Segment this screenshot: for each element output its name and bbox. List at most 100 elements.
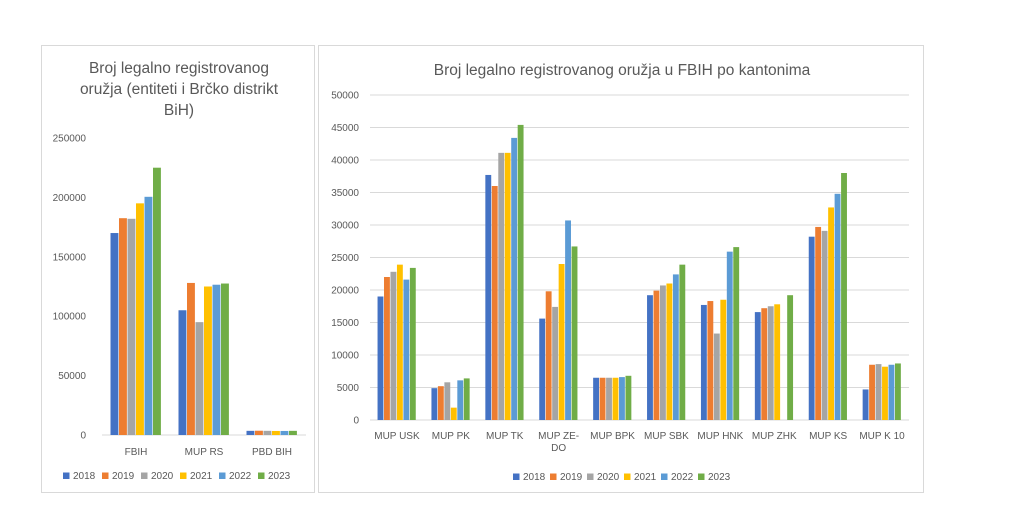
- x-category-label: MUP USK: [374, 431, 420, 442]
- legend-label: 2018: [523, 472, 546, 483]
- bar-mup-bpk-2022: [619, 377, 625, 420]
- bar-pbd-bih-2020: [263, 430, 272, 435]
- legend-swatch: [63, 472, 70, 479]
- bar-mup-zhk-2020: [767, 306, 774, 420]
- bar-fbih-2018: [110, 233, 119, 435]
- right-chart-title: Broj legalno registrovanog oružja u FBIH…: [433, 62, 811, 79]
- bar-pbd-bih-2022: [280, 430, 289, 435]
- bar-mup-tk-2018: [485, 174, 492, 420]
- legend-swatch: [513, 473, 520, 480]
- legend-label: 2022: [229, 471, 252, 482]
- bar-mup-rs-2020: [195, 322, 204, 435]
- y-tick-label: 100000: [53, 312, 87, 323]
- bar-fbih-2022: [144, 196, 153, 435]
- legend-label: 2020: [597, 472, 620, 483]
- bar-mup-ks-2021: [828, 207, 835, 420]
- bar-mup-k-10-2020: [875, 364, 882, 420]
- legend-item-2019: 2019: [550, 472, 583, 483]
- x-category-label: MUP KS: [809, 431, 847, 442]
- bar-mup-hnk-2021: [720, 299, 727, 420]
- x-category-label: MUP SBK: [644, 431, 689, 442]
- y-tick-label: 45000: [331, 123, 359, 134]
- legend-item-2018: 2018: [513, 472, 546, 483]
- bar-mup-ze-do-2018: [539, 318, 546, 420]
- bar-mup-zhk-2019: [761, 308, 768, 420]
- y-tick-label: 250000: [53, 134, 87, 145]
- bar-mup-tk-2019: [491, 186, 498, 420]
- bar-mup-zhk-2023: [787, 295, 794, 420]
- bar-mup-pk-2023: [463, 378, 470, 420]
- bar-fbih-2020: [127, 218, 136, 435]
- bar-pbd-bih-2019: [255, 430, 263, 435]
- bar-mup-usk-2023: [409, 267, 416, 420]
- bar-mup-k-10-2022: [888, 364, 895, 420]
- bar-mup-tk-2022: [511, 137, 518, 420]
- bar-mup-rs-2022: [212, 284, 221, 435]
- bar-mup-pk-2021: [450, 407, 457, 420]
- legend-swatch: [219, 472, 226, 479]
- y-tick-label: 50000: [331, 91, 359, 102]
- legend-item-2023: 2023: [698, 472, 731, 483]
- legend-swatch: [180, 472, 187, 479]
- y-tick-label: 40000: [331, 156, 359, 167]
- bar-mup-bpk-2019: [599, 377, 606, 420]
- y-tick-label: 20000: [331, 286, 359, 297]
- bar-mup-usk-2020: [390, 271, 397, 420]
- bar-pbd-bih-2018: [246, 430, 255, 435]
- y-tick-label: 30000: [331, 221, 359, 232]
- legend-item-2021: 2021: [180, 471, 213, 482]
- x-category-label: DO: [551, 443, 566, 454]
- y-tick-label: 35000: [331, 188, 359, 199]
- legend-swatch: [698, 473, 705, 480]
- y-tick-label: 200000: [53, 193, 87, 204]
- left-chart-svg: 0 50000 100000 150000 200000 250000 FBIH MUP RS…: [53, 134, 306, 482]
- bar-mup-hnk-2018: [700, 304, 707, 420]
- legend-swatch: [141, 472, 148, 479]
- bar-mup-sbk-2021: [666, 283, 673, 420]
- x-category-label: MUP ZE-: [538, 431, 579, 442]
- left-chart-panel: Broj legalno registrovanog oružja (entit…: [41, 45, 315, 493]
- legend-label: 2020: [151, 471, 174, 482]
- y-tick-label: 25000: [331, 253, 359, 264]
- legend-swatch: [587, 473, 594, 480]
- bar-mup-bpk-2021: [612, 377, 619, 420]
- bar-mup-hnk-2023: [733, 247, 740, 420]
- bar-mup-tk-2023: [517, 124, 524, 421]
- bar-mup-zhk-2018: [754, 312, 761, 420]
- bar-mup-sbk-2020: [659, 285, 666, 420]
- bar-mup-pk-2018: [431, 388, 438, 420]
- bar-mup-usk-2022: [403, 279, 410, 420]
- y-tick-label: 0: [80, 431, 86, 442]
- bar-mup-ze-do-2021: [558, 264, 565, 420]
- legend-swatch: [550, 473, 557, 480]
- y-tick-label: 0: [353, 416, 359, 427]
- legend-label: 2019: [560, 472, 583, 483]
- bar-pbd-bih-2023: [289, 430, 297, 435]
- bar-mup-usk-2019: [384, 277, 390, 420]
- bar-mup-pk-2022: [457, 380, 464, 420]
- legend-item-2022: 2022: [219, 471, 252, 482]
- y-tick-label: 50000: [58, 371, 86, 382]
- legend-item-2020: 2020: [141, 471, 174, 482]
- x-category-label: MUP RS: [185, 447, 224, 458]
- bar-mup-rs-2018: [178, 310, 187, 435]
- y-tick-label: 15000: [331, 318, 359, 329]
- bar-mup-ks-2018: [808, 236, 815, 420]
- bar-mup-sbk-2019: [653, 290, 660, 420]
- bar-mup-rs-2023: [221, 283, 229, 435]
- legend-item-2019: 2019: [102, 471, 135, 482]
- y-tick-label: 5000: [337, 383, 360, 394]
- legend-item-2020: 2020: [587, 472, 620, 483]
- x-category-label: PBD BIH: [252, 447, 292, 458]
- bar-mup-k-10-2019: [869, 364, 875, 420]
- x-category-label: MUP ZHK: [752, 431, 797, 442]
- bar-mup-usk-2021: [396, 264, 403, 420]
- x-category-label: MUP BPK: [590, 431, 635, 442]
- legend-label: 2022: [671, 472, 694, 483]
- bar-mup-sbk-2018: [647, 295, 653, 420]
- bar-mup-ks-2023: [841, 173, 847, 420]
- bar-mup-pk-2020: [444, 382, 451, 420]
- bar-mup-ks-2022: [834, 193, 841, 420]
- bar-mup-ze-do-2022: [565, 220, 571, 420]
- bar-mup-ze-do-2020: [552, 306, 559, 420]
